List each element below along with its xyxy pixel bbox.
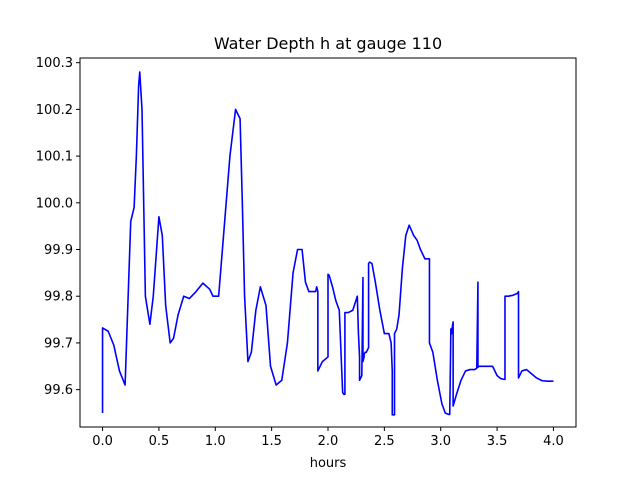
x-tick-label: 3.5 [487,434,508,449]
x-tick-label: 2.0 [318,434,339,449]
series-line-0 [101,71,554,416]
y-axis-ticks: 99.6 99.7 99.8 99.9 100.0 100.1 100.2 100.3 [36,56,80,398]
y-tick-label: 99.6 [44,383,73,398]
x-tick-label: 0.5 [149,434,170,449]
x-tick-label: 2.5 [374,434,395,449]
y-tick-label: 99.8 [44,290,73,305]
plot-frame [79,57,577,428]
x-tick-label: 4.0 [543,434,564,449]
y-tick-label: 100.3 [36,56,73,71]
y-tick-label: 100.0 [36,196,73,211]
x-axis-label: hours [310,456,347,471]
x-tick-label: 1.5 [261,434,282,449]
y-tick-label: 99.9 [44,243,73,258]
x-tick-label: 1.0 [205,434,226,449]
y-tick-label: 100.2 [36,103,73,118]
y-tick-label: 100.1 [36,150,73,165]
chart-title: Water Depth h at gauge 110 [214,34,442,53]
x-axis-ticks: 0.0 0.5 1.0 1.5 2.0 2.5 3.0 3.5 4.0 [92,427,564,449]
x-tick-label: 3.0 [430,434,451,449]
y-tick-label: 99.7 [44,336,73,351]
x-tick-label: 0.0 [92,434,113,449]
